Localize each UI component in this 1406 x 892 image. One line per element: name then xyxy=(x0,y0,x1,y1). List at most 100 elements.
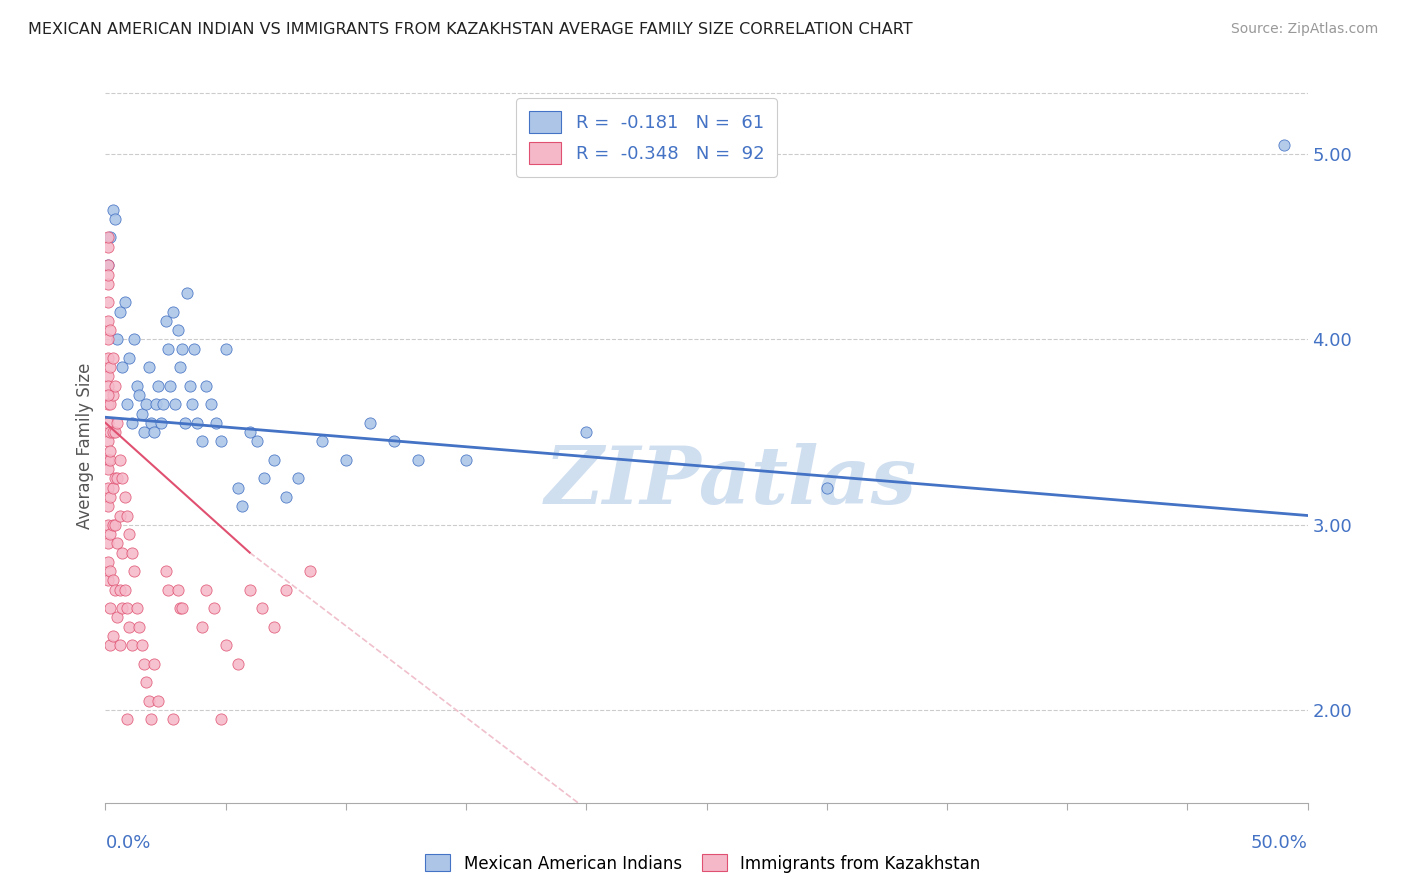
Point xyxy=(118,620,141,634)
Point xyxy=(104,378,127,392)
Point xyxy=(156,342,179,356)
Point xyxy=(166,323,188,337)
Point xyxy=(246,434,269,449)
Point xyxy=(97,351,120,365)
Point xyxy=(239,582,262,597)
Point xyxy=(98,564,121,578)
Point xyxy=(108,582,131,597)
Point xyxy=(287,471,309,485)
Point xyxy=(209,434,232,449)
Point xyxy=(253,471,276,485)
Point xyxy=(181,397,204,411)
Point xyxy=(115,712,138,726)
Point xyxy=(156,582,179,597)
Point xyxy=(97,517,120,532)
Point xyxy=(186,416,208,430)
Text: Source: ZipAtlas.com: Source: ZipAtlas.com xyxy=(1230,22,1378,37)
Point xyxy=(209,712,232,726)
Point xyxy=(142,425,165,439)
Point xyxy=(155,314,177,328)
Point xyxy=(406,453,429,467)
Point xyxy=(121,416,143,430)
Point xyxy=(104,471,127,485)
Point xyxy=(155,564,177,578)
Point xyxy=(108,304,131,318)
Point xyxy=(132,425,155,439)
Point xyxy=(195,378,218,392)
Point xyxy=(139,416,162,430)
Point xyxy=(98,323,121,337)
Point xyxy=(97,268,120,282)
Point xyxy=(111,360,134,375)
Point xyxy=(131,638,153,652)
Point xyxy=(173,416,195,430)
Point xyxy=(1272,137,1295,152)
Point xyxy=(162,304,184,318)
Point xyxy=(131,407,153,421)
Point xyxy=(107,471,129,485)
Point xyxy=(118,351,141,365)
Point xyxy=(124,333,146,347)
Point xyxy=(152,397,174,411)
Point xyxy=(107,416,129,430)
Point xyxy=(115,508,138,523)
Point xyxy=(97,397,120,411)
Point xyxy=(205,416,228,430)
Point xyxy=(166,582,188,597)
Point xyxy=(97,369,120,384)
Point xyxy=(183,342,205,356)
Point xyxy=(195,582,218,597)
Point xyxy=(104,582,127,597)
Point xyxy=(104,425,127,439)
Point xyxy=(575,425,598,439)
Point xyxy=(98,425,121,439)
Point xyxy=(128,620,150,634)
Point xyxy=(97,500,120,514)
Point xyxy=(98,527,121,541)
Point xyxy=(97,258,120,272)
Point xyxy=(263,453,285,467)
Point xyxy=(97,453,120,467)
Point xyxy=(111,545,134,559)
Point xyxy=(104,211,127,226)
Point xyxy=(98,638,121,652)
Point xyxy=(97,555,120,569)
Y-axis label: Average Family Size: Average Family Size xyxy=(76,363,94,529)
Point xyxy=(298,564,321,578)
Point xyxy=(169,360,191,375)
Point xyxy=(97,314,120,328)
Point xyxy=(98,230,121,244)
Point xyxy=(274,582,297,597)
Point xyxy=(97,333,120,347)
Point xyxy=(226,481,249,495)
Point xyxy=(104,517,127,532)
Legend: Mexican American Indians, Immigrants from Kazakhstan: Mexican American Indians, Immigrants fro… xyxy=(419,847,987,880)
Point xyxy=(200,397,222,411)
Point xyxy=(359,416,381,430)
Point xyxy=(148,694,170,708)
Point xyxy=(311,434,333,449)
Point xyxy=(115,397,138,411)
Point xyxy=(97,536,120,550)
Point xyxy=(115,601,138,615)
Point xyxy=(179,378,201,392)
Point xyxy=(274,490,297,504)
Point xyxy=(250,601,273,615)
Point xyxy=(101,574,124,588)
Point xyxy=(165,397,187,411)
Point xyxy=(226,657,249,671)
Point xyxy=(214,342,236,356)
Text: ZIPatlas: ZIPatlas xyxy=(544,443,917,520)
Point xyxy=(97,574,120,588)
Legend: R =  -0.181   N =  61, R =  -0.348   N =  92: R = -0.181 N = 61, R = -0.348 N = 92 xyxy=(516,98,778,177)
Point xyxy=(114,490,136,504)
Point xyxy=(139,712,162,726)
Point xyxy=(111,601,134,615)
Point xyxy=(121,545,143,559)
Point xyxy=(138,694,160,708)
Point xyxy=(97,258,120,272)
Point xyxy=(125,378,148,392)
Point xyxy=(108,453,131,467)
Point xyxy=(107,610,129,624)
Point xyxy=(815,481,838,495)
